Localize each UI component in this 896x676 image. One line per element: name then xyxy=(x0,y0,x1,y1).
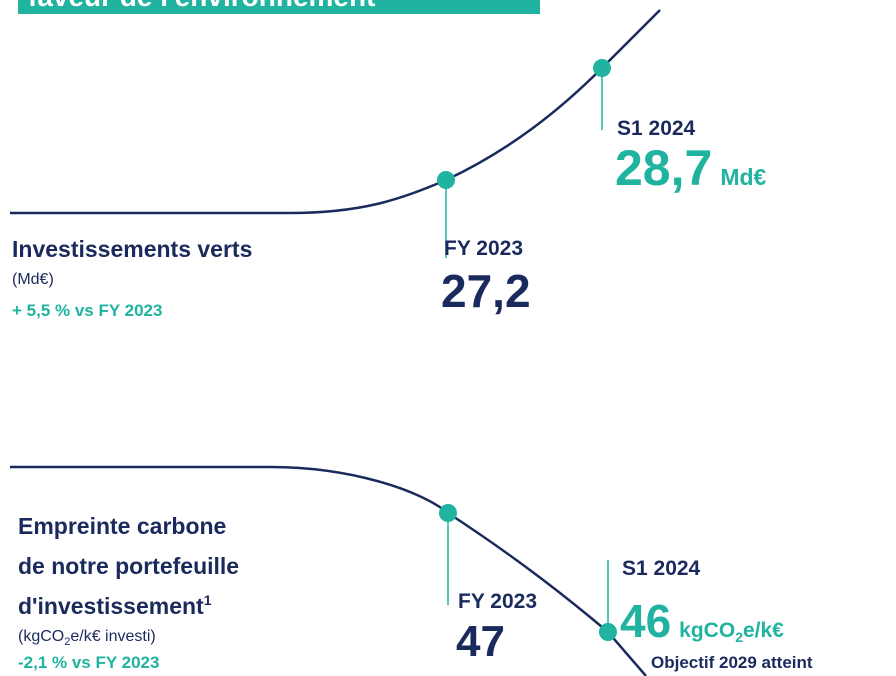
change: -2,1 % vs FY 2023 xyxy=(18,653,159,672)
point-dot xyxy=(593,59,611,77)
unit: (Md€) xyxy=(12,271,54,288)
point-label: S1 2024 xyxy=(622,557,701,580)
section-title: Empreinte carbone xyxy=(18,513,226,539)
banner xyxy=(18,0,540,14)
value-unit: Md€ xyxy=(720,164,766,190)
value: 46 xyxy=(620,595,671,647)
change: + 5,5 % vs FY 2023 xyxy=(12,301,162,320)
value: 28,7 xyxy=(615,140,712,196)
trend-curve xyxy=(10,9,661,215)
title-text: d'investissement xyxy=(18,593,204,619)
unit-part: e/k€ investi) xyxy=(70,628,155,645)
point-value: 27,2 xyxy=(441,265,531,317)
point-value: 28,7 Md€ xyxy=(615,140,767,196)
point-value: 47 xyxy=(456,617,505,666)
banner-title: faveur de l'environnement xyxy=(28,0,375,12)
value-unit: e/k€ xyxy=(743,619,784,642)
value-unit-sub: 2 xyxy=(735,629,743,645)
value-unit: kgCO xyxy=(679,619,735,642)
point-label: S1 2024 xyxy=(617,117,696,140)
unit: (kgCO2e/k€ investi) xyxy=(18,628,156,648)
point-dot xyxy=(439,504,457,522)
footnote: 1 xyxy=(204,592,212,608)
unit-part: (kgCO xyxy=(18,628,64,645)
point-value: 46 kgCO2e/k€ xyxy=(620,595,784,647)
section-title: de notre portefeuille xyxy=(18,553,239,579)
note: Objectif 2029 atteint xyxy=(651,653,813,672)
section-title: Investissements verts xyxy=(12,236,252,262)
section-title: d'investissement1 xyxy=(18,592,212,619)
point-dot xyxy=(437,171,455,189)
point-label: FY 2023 xyxy=(458,590,537,613)
point-dot xyxy=(599,623,617,641)
unit-sub: 2 xyxy=(64,636,70,648)
point-label: FY 2023 xyxy=(444,237,523,260)
